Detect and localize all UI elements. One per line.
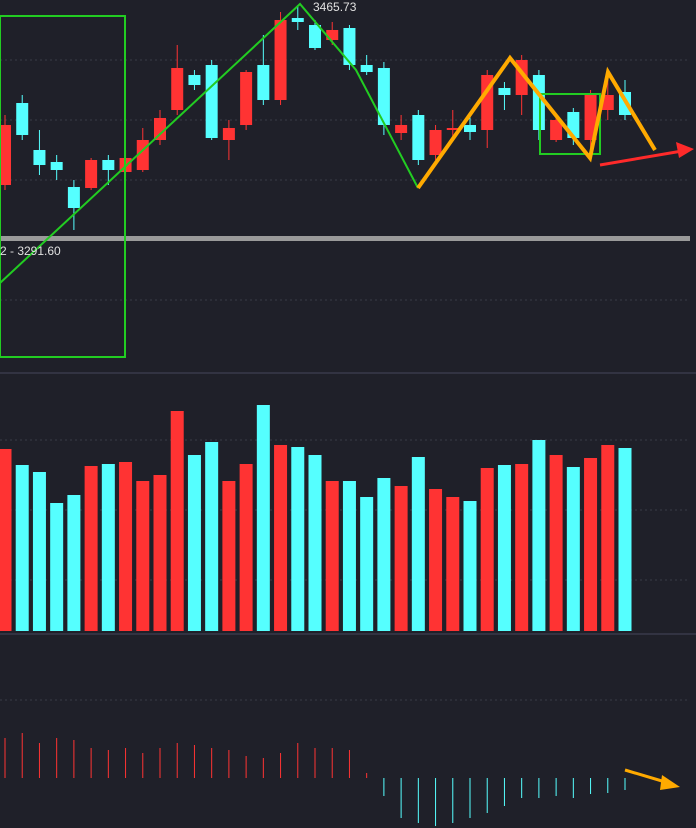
volume-bar xyxy=(532,440,546,631)
volume-bar xyxy=(446,497,460,631)
candle-body xyxy=(50,162,63,170)
marks xyxy=(0,5,632,826)
volume-bar xyxy=(584,458,598,631)
candle-body xyxy=(257,65,270,100)
volume-bar xyxy=(84,466,98,631)
volume-bar xyxy=(411,457,425,631)
volume-bar xyxy=(256,405,270,631)
candle-body xyxy=(154,118,166,140)
volume-bar xyxy=(222,481,236,631)
volume-bar xyxy=(119,462,133,631)
volume-bar xyxy=(497,465,511,631)
volume-bar xyxy=(187,455,201,631)
volume-bar xyxy=(136,481,150,631)
volume-bar xyxy=(394,486,408,631)
annotation-box xyxy=(539,93,601,155)
volume-bar xyxy=(170,411,184,631)
candle-body xyxy=(171,68,184,110)
volume-bar xyxy=(360,497,374,631)
volume-bar xyxy=(480,468,494,631)
volume-bar xyxy=(32,472,46,631)
candle-body xyxy=(464,125,476,132)
candle-body xyxy=(188,75,201,85)
candle-body xyxy=(601,95,614,110)
annotation-line xyxy=(0,2,419,284)
volume-bar xyxy=(15,465,29,631)
volume-bar xyxy=(274,445,288,631)
candle-body xyxy=(326,30,339,40)
annotations xyxy=(0,2,694,790)
candle-body xyxy=(412,115,425,160)
volume-bar xyxy=(566,467,580,631)
candle-body xyxy=(240,72,253,125)
high-label: 3465.73 xyxy=(313,0,357,14)
annotation-arrow xyxy=(599,148,689,167)
low-label: 2 - 3291.60 xyxy=(0,244,61,258)
candle-body xyxy=(205,65,218,138)
candle-body xyxy=(377,68,390,125)
candle-body xyxy=(584,95,597,140)
candle-body xyxy=(222,128,235,140)
candle-body xyxy=(360,65,373,72)
volume-bar xyxy=(67,495,81,631)
volume-bar xyxy=(463,501,477,631)
volume-bar xyxy=(342,481,356,631)
candle-body xyxy=(102,160,115,170)
volume-bar xyxy=(325,481,339,631)
candle-body xyxy=(429,130,442,155)
volume-bar xyxy=(239,464,253,631)
volume-bar xyxy=(101,464,115,631)
separator-bar xyxy=(0,236,690,241)
volume-bar xyxy=(205,442,219,631)
candle-body xyxy=(395,125,408,133)
volume-bar xyxy=(291,447,305,631)
volume-bar xyxy=(618,448,632,631)
candle-body xyxy=(550,120,563,140)
volume-bar xyxy=(549,455,563,631)
candle-body xyxy=(291,18,304,22)
volume-bar xyxy=(429,489,443,631)
arrow-head xyxy=(660,775,680,790)
candle-body xyxy=(343,28,356,65)
volume-bar xyxy=(515,464,529,631)
volume-bar xyxy=(308,455,322,631)
volume-bar xyxy=(0,449,12,631)
annotation-box xyxy=(0,15,126,358)
candle-body xyxy=(67,187,80,208)
candle-body xyxy=(16,103,29,135)
candle-body xyxy=(498,88,511,95)
volume-bar xyxy=(377,478,391,631)
annotation-arrow xyxy=(416,54,657,190)
candle-body xyxy=(446,128,459,130)
candle-body xyxy=(274,20,287,100)
candle-body xyxy=(0,125,11,185)
volume-bar xyxy=(601,445,615,631)
arrow-head xyxy=(676,142,694,158)
candle-body xyxy=(85,160,98,188)
volume-bar xyxy=(50,503,64,631)
volume-bar xyxy=(153,475,167,631)
candle-body xyxy=(309,25,321,48)
candle-body xyxy=(33,150,46,165)
